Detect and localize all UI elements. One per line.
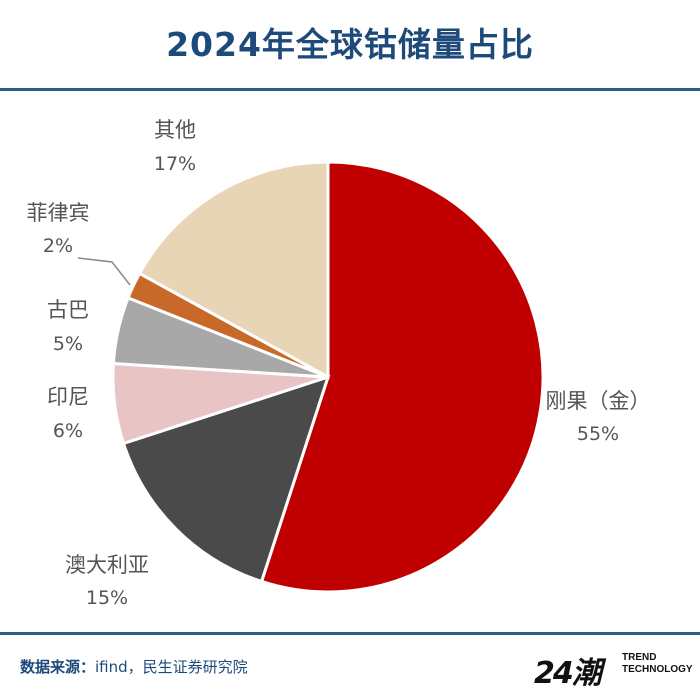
data-source-label: 数据来源： xyxy=(20,658,96,676)
slice-pct-2: 6% xyxy=(53,420,83,442)
slice-label-1: 澳大利亚 xyxy=(65,553,149,577)
slice-pct-3: 5% xyxy=(53,333,83,355)
slice-label-3: 古巴 xyxy=(47,298,89,322)
leader-line xyxy=(77,257,131,286)
data-source-text: ifind，民生证券研究院 xyxy=(95,658,248,676)
brand-logo-text: TREND TECHNOLOGY xyxy=(622,652,693,676)
pie-chart: 刚果（金） 55% 澳大利亚 15% 印尼 6% 古巴 5% 菲律宾 2% 其他 17% xyxy=(27,118,651,609)
brand-line-2: TECHNOLOGY xyxy=(622,664,693,675)
slice-pct-1: 15% xyxy=(86,587,128,609)
brand-line-1: TREND xyxy=(622,652,657,663)
slice-label-0: 刚果（金） xyxy=(546,389,651,413)
slice-pct-4: 2% xyxy=(43,235,73,257)
chart-title: 2024年全球钴储量占比 xyxy=(166,25,534,64)
slice-pct-5: 17% xyxy=(154,153,196,175)
slice-label-2: 印尼 xyxy=(47,385,89,409)
brand-logo: 24潮 TREND TECHNOLOGY xyxy=(534,648,693,691)
slice-label-4: 菲律宾 xyxy=(27,201,90,225)
slice-label-5: 其他 xyxy=(154,118,196,142)
brand-logo-mark: 24潮 xyxy=(534,656,602,691)
slice-pct-0: 55% xyxy=(577,423,619,445)
pie-slice-5 xyxy=(137,160,330,380)
title-divider xyxy=(0,88,700,91)
footer-divider xyxy=(0,632,700,635)
data-source: 数据来源：ifind，民生证券研究院 xyxy=(20,656,248,677)
pie-slice-0 xyxy=(259,160,545,594)
